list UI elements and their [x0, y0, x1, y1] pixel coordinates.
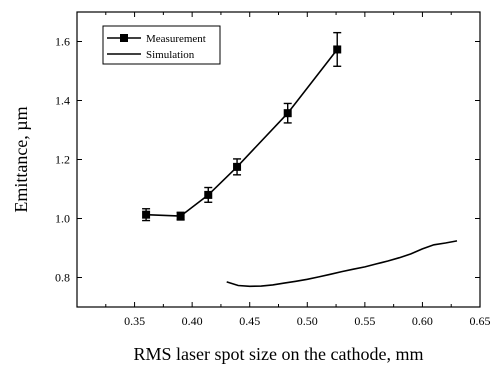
data-point: [283, 109, 292, 118]
x-axis-label: RMS laser spot size on the cathode, mm: [134, 344, 424, 364]
axes: 0.35 0.40 0.45 0.50 0.55 0.60 0.65 0.8 1.0 1.2 1.4…: [55, 11, 491, 328]
data-point: [204, 190, 213, 199]
y-tick-label: 1.4: [55, 94, 70, 108]
x-tick-label: 0.60: [412, 314, 433, 328]
legend-marker: [120, 34, 128, 42]
series-simulation: [226, 240, 458, 288]
x-tick-label: 0.35: [124, 314, 145, 328]
x-tick-label: 0.55: [354, 314, 375, 328]
series-measurement: [142, 31, 342, 222]
series-layer: [142, 31, 458, 288]
legend-box: [102, 25, 221, 65]
legend: Measurement Simulation: [102, 25, 221, 65]
y-tick-label: 0.8: [55, 271, 70, 285]
legend-label: Measurement: [146, 33, 206, 45]
x-tick-label: 0.40: [182, 314, 203, 328]
x-tick-label: 0.50: [297, 314, 318, 328]
y-tick-label: 1.6: [55, 35, 70, 49]
data-point: [233, 162, 242, 171]
legend-label: Simulation: [146, 49, 195, 61]
data-point: [142, 210, 151, 219]
measurement-line: [146, 49, 338, 217]
data-point: [333, 45, 342, 54]
y-tick-label: 1.0: [55, 212, 70, 226]
simulation-line: [226, 240, 458, 288]
y-axis-label: Emittance, µm: [11, 106, 31, 212]
x-tick-label: 0.45: [239, 314, 260, 328]
x-tick-label: 0.65: [470, 314, 491, 328]
data-point: [176, 212, 185, 221]
y-tick-label: 1.2: [55, 153, 70, 167]
